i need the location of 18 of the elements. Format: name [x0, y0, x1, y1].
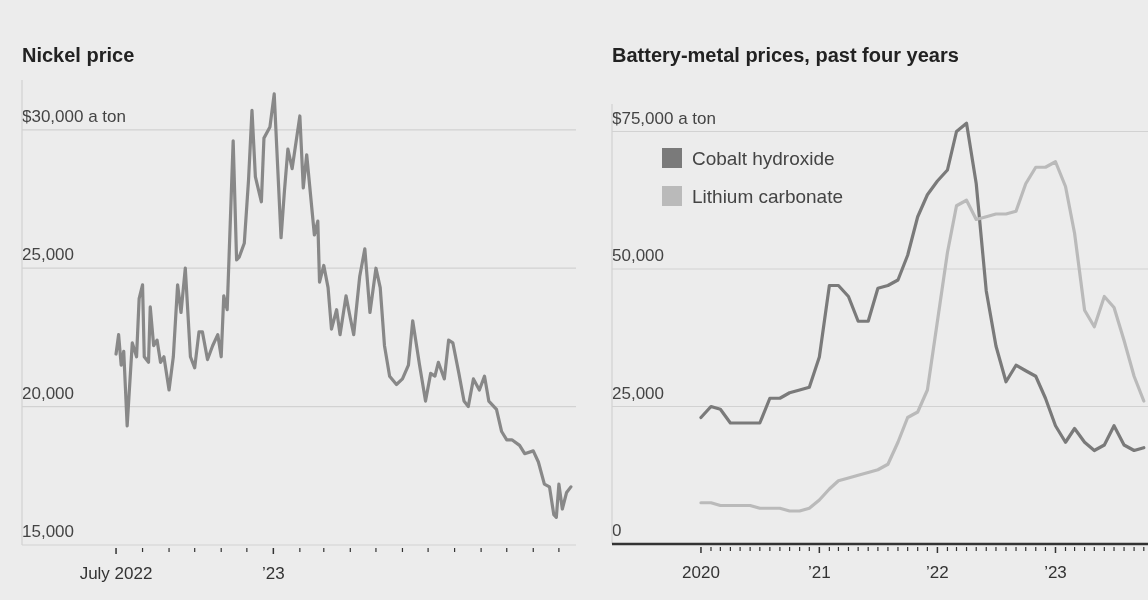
y-tick-label: $75,000 a ton	[612, 108, 716, 128]
chart-title: Battery-metal prices, past four years	[612, 44, 959, 66]
y-tick-label: 25,000	[612, 383, 664, 403]
legend-label: Lithium carbonate	[692, 186, 844, 207]
x-tick-label: 2020	[682, 563, 720, 582]
y-tick-label: 50,000	[612, 246, 664, 265]
x-tick-label: ’21	[808, 563, 831, 582]
y-tick-label: 25,000	[22, 245, 74, 265]
x-tick-label: July 2022	[79, 564, 153, 583]
chart-title: Nickel price	[22, 44, 135, 66]
x-tick-label: ’23	[1044, 563, 1067, 582]
x-tick-label: ’23	[262, 564, 285, 583]
y-tick-label: 0	[612, 521, 622, 540]
y-tick-label: 15,000	[22, 522, 74, 541]
y-tick-label: $30,000 a ton	[22, 106, 126, 126]
legend-label: Cobalt hydroxide	[692, 148, 835, 169]
x-tick-label: ’22	[926, 563, 949, 582]
y-tick-label: 20,000	[22, 383, 74, 403]
